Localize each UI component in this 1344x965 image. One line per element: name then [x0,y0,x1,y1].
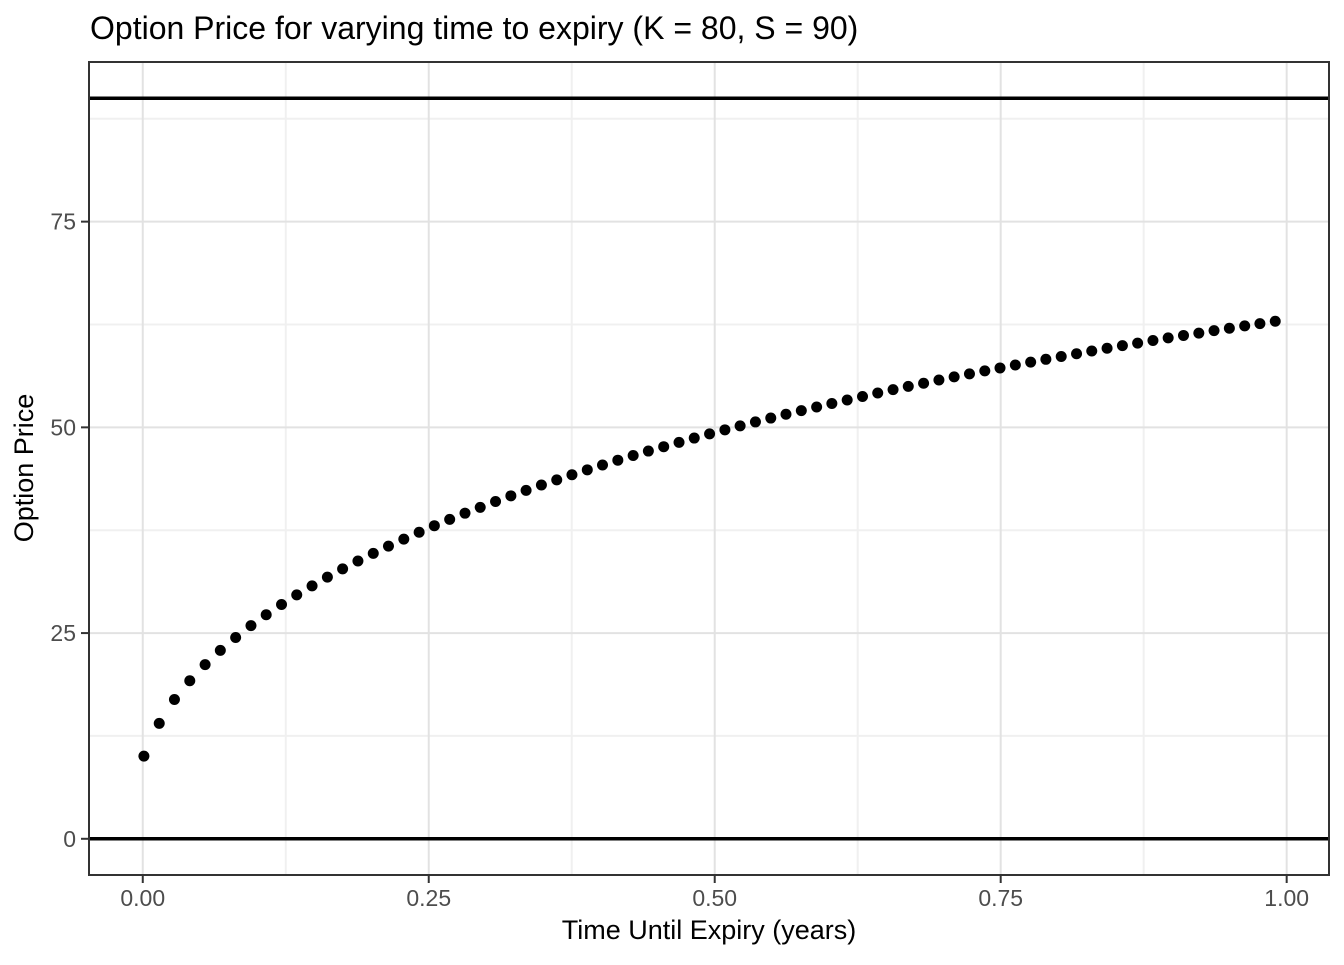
data-point [581,464,593,476]
data-point [505,490,517,502]
y-tick-labels: 0 25 50 75 [50,209,76,852]
data-point [566,469,578,481]
data-point [1193,327,1205,339]
data-point [994,362,1006,374]
x-tick-label: 0.00 [120,885,165,911]
data-point [704,428,716,440]
data-point [520,484,532,496]
plot-title: Option Price for varying time to expiry … [90,10,858,46]
data-point [291,589,303,601]
data-point [597,459,609,471]
data-point [551,474,563,486]
y-tick-label: 75 [50,209,76,235]
data-point [459,507,471,519]
panel-background [89,62,1329,875]
data-point [887,384,899,396]
data-point [933,374,945,386]
data-point [841,394,853,406]
data-point [658,441,670,453]
data-point [1071,348,1083,360]
data-point [413,526,425,538]
x-tick-label: 1.00 [1264,885,1309,911]
data-point [811,401,823,413]
data-point [963,368,975,380]
data-point [1086,345,1098,357]
y-tick-label: 50 [50,414,76,440]
data-point [1147,335,1159,347]
data-point [734,420,746,432]
data-point [168,693,180,705]
data-point [1269,315,1281,327]
gridlines-minor [89,62,1329,875]
data-point [245,620,257,632]
x-tick-label: 0.75 [978,885,1023,911]
data-point [214,644,226,656]
data-point [276,599,288,611]
x-tick-labels: 0.00 0.25 0.50 0.75 1.00 [120,885,1309,911]
data-point [230,632,242,644]
data-point [1239,320,1251,332]
data-point [1162,332,1174,344]
data-point [826,397,838,409]
data-point [780,408,792,420]
data-point [1009,359,1021,371]
x-axis-title: Time Until Expiry (years) [562,915,857,945]
data-point [153,717,165,729]
y-tick-label: 0 [63,826,76,852]
x-tick-label: 0.25 [406,885,451,911]
data-point [749,416,761,428]
panel-border [88,61,1330,876]
data-point [948,371,960,383]
data-point [1177,329,1189,341]
data-point [1025,356,1037,368]
data-point [1055,351,1067,363]
y-tick-label: 25 [50,620,76,646]
data-point [260,609,272,621]
data-point [138,750,150,762]
data-point [1040,353,1052,365]
y-axis-title: Option Price [9,394,39,543]
data-point [719,424,731,436]
data-point [444,513,456,525]
data-point [184,675,196,687]
data-point [1101,342,1113,354]
data-point [1132,337,1144,349]
data-point [398,533,410,545]
data-point [872,387,884,399]
data-point [535,479,547,491]
data-point [627,449,639,461]
data-point [795,405,807,417]
data-point [1208,325,1220,337]
data-point [306,580,318,592]
reference-hlines [89,96,1329,841]
data-point [765,412,777,424]
data-point [352,555,364,567]
data-point [902,380,914,392]
data-point [321,571,333,583]
data-point [979,365,991,377]
data-points [138,315,1281,762]
data-point [382,540,394,552]
data-point [428,520,440,532]
data-point [199,659,211,671]
data-point [673,436,685,448]
data-point [642,445,654,457]
axis-ticks [81,220,1288,883]
data-point [688,432,700,444]
data-point [474,501,486,513]
data-point [1116,340,1128,352]
data-point [337,563,349,575]
data-point [367,547,379,559]
data-point [1254,318,1266,330]
x-tick-label: 0.50 [692,885,737,911]
data-point [1223,322,1235,334]
data-point [918,377,930,389]
gridlines-major [89,62,1329,875]
data-point [612,454,624,466]
data-point [857,390,869,402]
data-point [490,495,502,507]
